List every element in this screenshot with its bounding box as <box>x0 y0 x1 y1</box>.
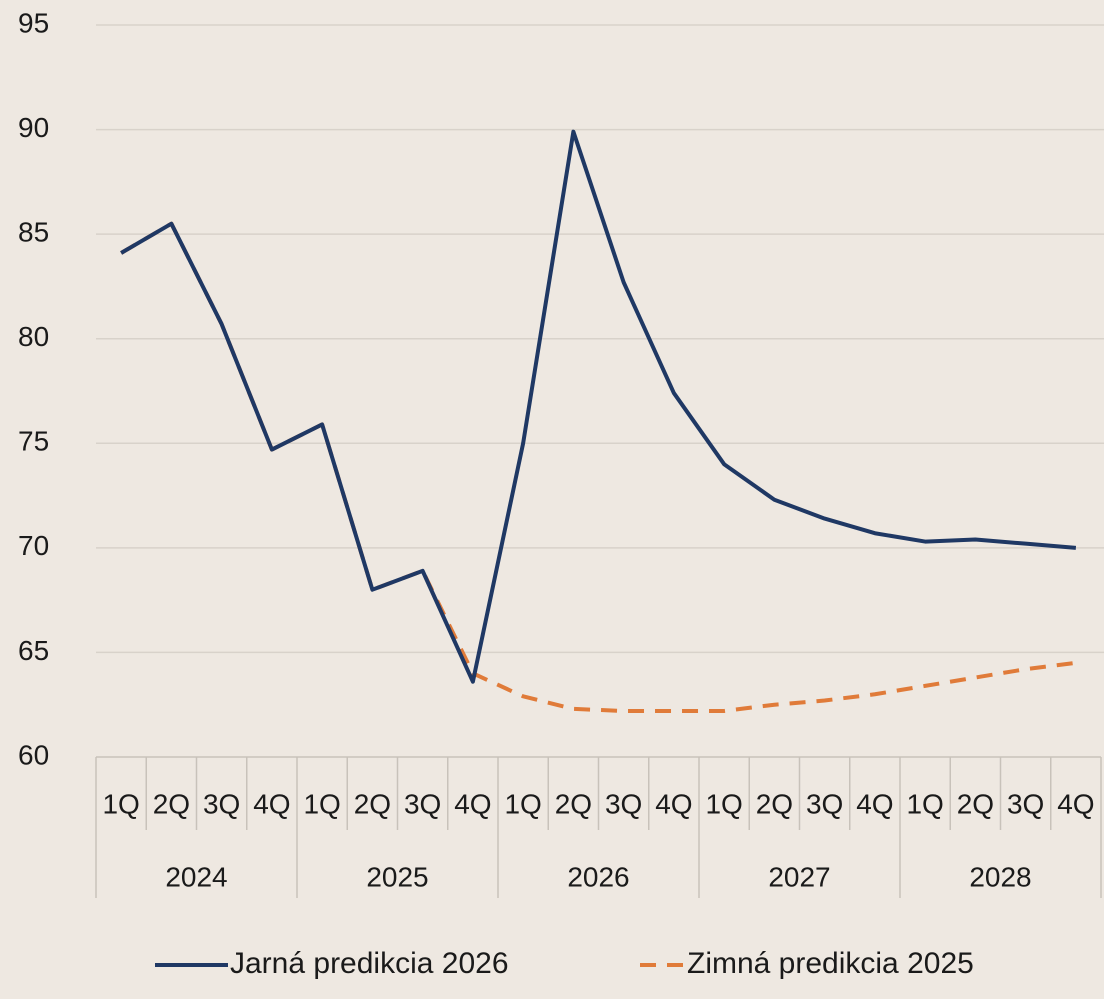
y-tick-label: 95 <box>18 7 49 38</box>
legend-label: Jarná predikcia 2026 <box>230 947 509 980</box>
x-tick-label: 2Q <box>555 788 592 819</box>
legend-label: Zimná predikcia 2025 <box>687 947 974 980</box>
x-tick-label: 3Q <box>1007 788 1044 819</box>
x-group-label: 2028 <box>969 861 1031 892</box>
x-group-label: 2024 <box>165 861 227 892</box>
x-tick-label: 2Q <box>354 788 391 819</box>
y-tick-label: 65 <box>18 635 49 666</box>
y-tick-label: 90 <box>18 112 49 143</box>
y-tick-label: 75 <box>18 426 49 457</box>
y-tick-label: 60 <box>18 739 49 770</box>
x-tick-label: 2Q <box>756 788 793 819</box>
x-tick-label: 3Q <box>806 788 843 819</box>
y-tick-label: 85 <box>18 217 49 248</box>
y-tick-label: 80 <box>18 321 49 352</box>
x-tick-label: 2Q <box>957 788 994 819</box>
x-tick-label: 1Q <box>303 788 340 819</box>
x-tick-label: 4Q <box>1057 788 1094 819</box>
x-group-label: 2025 <box>366 861 428 892</box>
x-tick-label: 4Q <box>655 788 692 819</box>
x-tick-label: 4Q <box>856 788 893 819</box>
x-tick-label: 1Q <box>705 788 742 819</box>
y-tick-label: 70 <box>18 530 49 561</box>
x-group-label: 2027 <box>768 861 830 892</box>
x-tick-label: 3Q <box>404 788 441 819</box>
x-tick-label: 1Q <box>504 788 541 819</box>
x-tick-label: 4Q <box>253 788 290 819</box>
x-tick-label: 1Q <box>102 788 139 819</box>
x-tick-label: 2Q <box>153 788 190 819</box>
x-tick-label: 3Q <box>203 788 240 819</box>
x-tick-label: 1Q <box>906 788 943 819</box>
x-group-label: 2026 <box>567 861 629 892</box>
x-tick-label: 3Q <box>605 788 642 819</box>
x-tick-label: 4Q <box>454 788 491 819</box>
series-line <box>120 129 1077 684</box>
